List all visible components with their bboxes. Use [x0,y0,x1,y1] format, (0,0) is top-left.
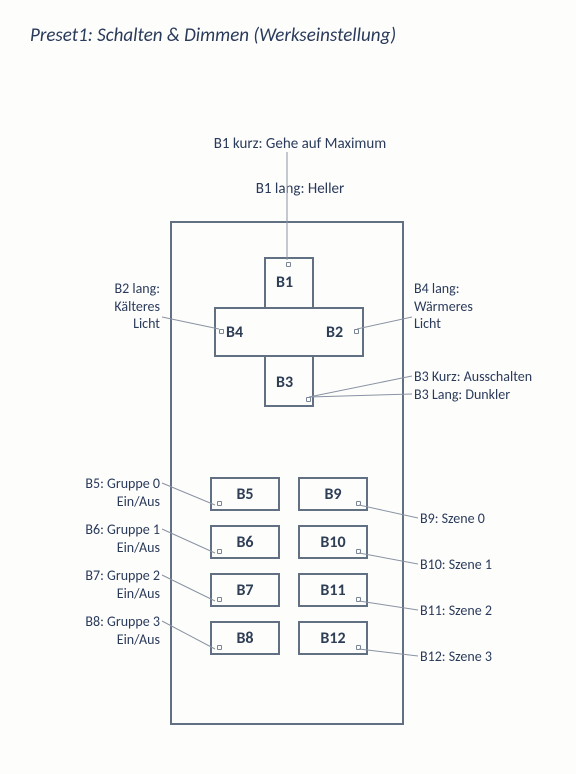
dpad-dot-left [219,329,224,334]
dpad-b2: B2 [326,323,343,342]
btn-b6-dot [217,549,222,554]
btn-b7-label: B7 [236,581,253,600]
label-b5: B5: Gruppe 0 Ein/Aus [55,475,160,510]
label-b11: B11: Szene 2 [420,602,492,620]
label-b9: B9: Szene 0 [420,510,485,528]
btn-b7-dot [217,597,222,602]
remote-body: B1 B2 B3 B4 B5 B6 B7 B8 B9 B10 B11 B12 [170,221,404,725]
btn-b9-label: B9 [324,485,341,504]
dpad-b3: B3 [276,373,293,392]
btn-b12-label: B12 [320,629,345,648]
dpad-mask [266,309,312,355]
label-b10: B10: Szene 1 [420,556,492,574]
btn-b11: B11 [298,573,368,607]
btn-b10-dot [356,549,361,554]
label-b12: B12: Szene 3 [420,648,492,666]
btn-b11-label: B11 [320,581,345,600]
btn-b9-dot [356,501,361,506]
btn-b5: B5 [210,477,280,511]
label-b1-short: B1 kurz: Gehe auf Maximum [170,135,430,153]
btn-b8-label: B8 [236,629,253,648]
page-title: Preset1: Schalten & Dimmen (Werkseinstel… [30,24,396,47]
btn-b12: B12 [298,621,368,655]
dpad-b1: B1 [276,273,293,292]
btn-b11-dot [356,597,361,602]
btn-b9: B9 [298,477,368,511]
btn-b10: B10 [298,525,368,559]
dpad-dot-top [286,262,291,267]
label-b6: B6: Gruppe 1 Ein/Aus [55,521,160,556]
dpad-b4: B4 [226,323,243,342]
btn-b8: B8 [210,621,280,655]
dpad-dot-bottom [306,397,311,402]
label-b1-long: B1 lang: Heller [170,180,430,198]
dpad: B1 B2 B3 B4 [214,257,364,407]
label-b2-left: B2 lang: Kälteres Licht [70,280,160,333]
btn-b8-dot [217,645,222,650]
btn-b6-label: B6 [236,533,253,552]
label-b4-right: B4 lang: Wärmeres Licht [414,280,514,333]
label-b3-long: B3 Lang: Dunkler [414,386,510,404]
btn-b6: B6 [210,525,280,559]
btn-b5-label: B5 [236,485,253,504]
btn-b10-label: B10 [320,533,345,552]
label-b8: B8: Gruppe 3 Ein/Aus [55,613,160,648]
btn-b7: B7 [210,573,280,607]
dpad-dot-right [354,329,359,334]
label-b7: B7: Gruppe 2 Ein/Aus [55,567,160,602]
btn-b5-dot [217,501,222,506]
btn-b12-dot [356,645,361,650]
label-b3-short: B3 Kurz: Ausschalten [414,368,532,386]
